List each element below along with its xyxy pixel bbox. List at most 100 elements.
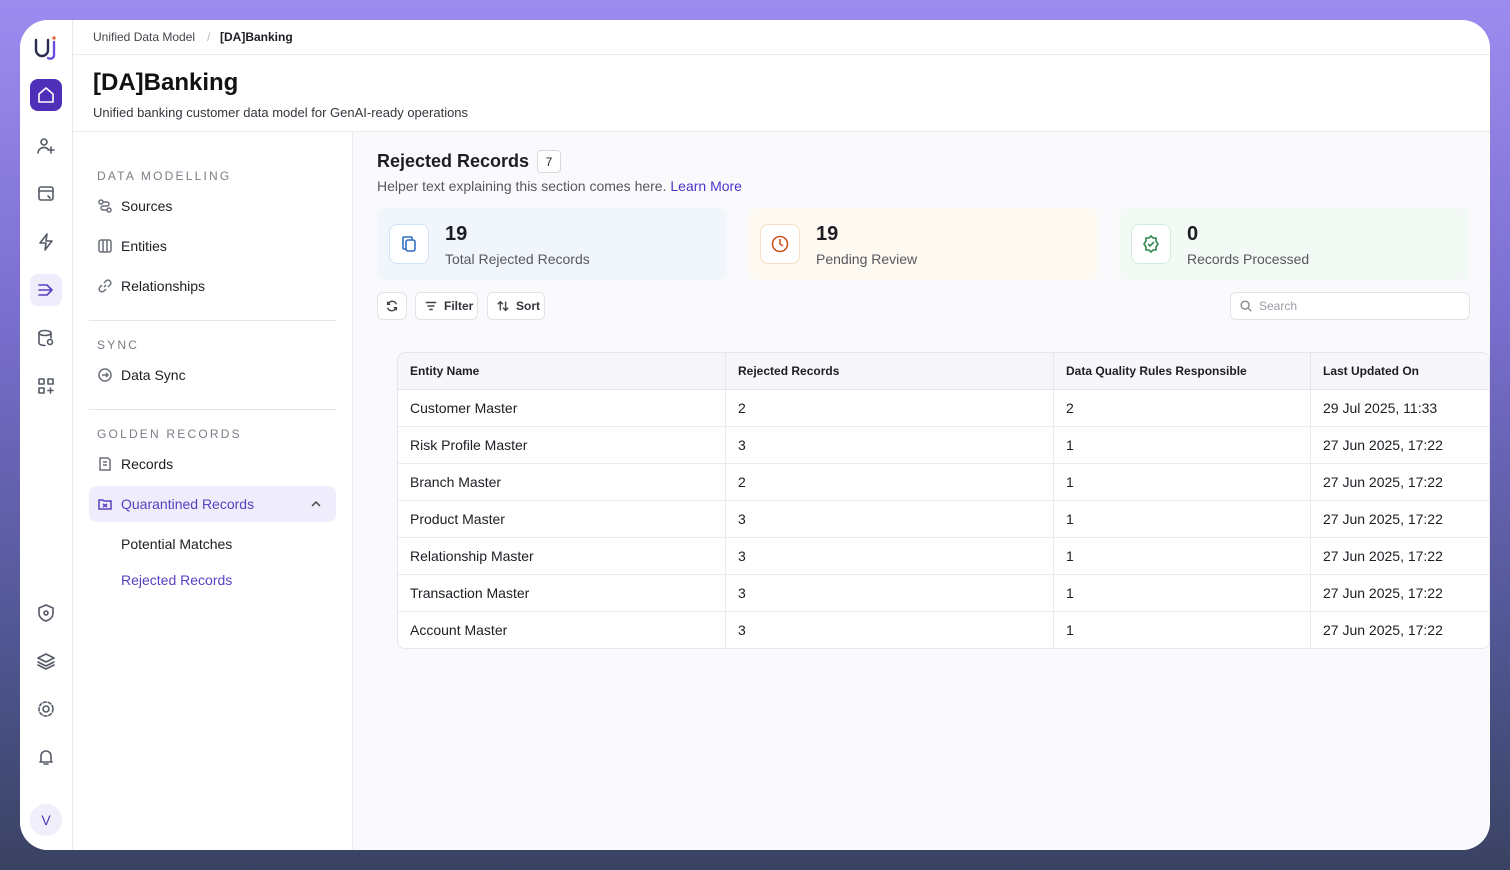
nav-label: Rejected Records bbox=[121, 572, 233, 588]
table-cell: 3 bbox=[726, 538, 1054, 575]
page-header: [DA]Banking Unified banking customer dat… bbox=[73, 55, 1490, 132]
nav-label: Sources bbox=[121, 198, 173, 214]
table-cell: 27 Jun 2025, 17:22 bbox=[1311, 575, 1489, 612]
nav-label: Records bbox=[121, 456, 174, 472]
side-nav: DATA MODELLING Sources Entities Relation… bbox=[73, 132, 353, 850]
filter-label: Filter bbox=[444, 299, 474, 313]
table-cell: 27 Jun 2025, 17:22 bbox=[1311, 427, 1489, 464]
table-row[interactable]: Relationship Master 3 1 27 Jun 2025, 17:22 bbox=[398, 538, 1489, 575]
breadcrumb-item[interactable]: Unified Data Model bbox=[93, 30, 196, 44]
security-icon[interactable] bbox=[30, 597, 62, 629]
data-icon[interactable] bbox=[30, 178, 62, 210]
table-cell: 1 bbox=[1054, 427, 1311, 464]
settings-icon[interactable] bbox=[30, 693, 62, 725]
nav-label: Relationships bbox=[121, 278, 206, 294]
stat-label: Pending Review bbox=[816, 251, 918, 267]
nav-sub-item[interactable]: Potential Matches bbox=[121, 527, 336, 561]
helper-text: Helper text explaining this section come… bbox=[377, 178, 667, 194]
nav-item[interactable]: Records bbox=[89, 447, 336, 481]
helper-text-row: Helper text explaining this section come… bbox=[377, 178, 742, 194]
section-title: Rejected Records bbox=[377, 151, 530, 171]
users-icon[interactable] bbox=[30, 130, 62, 162]
divider bbox=[89, 320, 336, 321]
table-cell: Branch Master bbox=[398, 464, 726, 501]
breadcrumb-separator: / bbox=[207, 30, 211, 44]
logo bbox=[34, 36, 56, 60]
column-header[interactable]: Rejected Records bbox=[726, 353, 1054, 390]
icon-rail: V bbox=[20, 20, 73, 850]
ai-icon[interactable] bbox=[30, 226, 62, 258]
app-window: V Unified Data Model / [DA]Banking [DA]B… bbox=[20, 20, 1490, 850]
nav-label: Potential Matches bbox=[121, 536, 233, 552]
avatar[interactable]: V bbox=[30, 804, 62, 836]
notifications-icon[interactable] bbox=[30, 741, 62, 773]
table-cell: 1 bbox=[1054, 538, 1311, 575]
table-row[interactable]: Product Master 3 1 27 Jun 2025, 17:22 bbox=[398, 501, 1489, 538]
stat-label: Records Processed bbox=[1187, 251, 1310, 267]
nav-item[interactable]: Entities bbox=[89, 229, 336, 263]
refresh-button[interactable] bbox=[377, 292, 407, 320]
home-button[interactable] bbox=[30, 79, 62, 111]
table-cell: 2 bbox=[726, 390, 1054, 427]
count-badge: 7 bbox=[537, 150, 561, 173]
table-cell: 3 bbox=[726, 612, 1054, 648]
stat-card: 19 Pending Review bbox=[748, 208, 1098, 280]
nav-item[interactable]: Sources bbox=[89, 189, 336, 223]
nav-section-title: DATA MODELLING bbox=[97, 169, 232, 183]
table-row[interactable]: Transaction Master 3 1 27 Jun 2025, 17:22 bbox=[398, 575, 1489, 612]
stat-icon bbox=[1131, 224, 1171, 264]
table-cell: 27 Jun 2025, 17:22 bbox=[1311, 538, 1489, 575]
nav-item[interactable]: Relationships bbox=[89, 269, 336, 303]
search-input[interactable]: Search bbox=[1230, 292, 1470, 320]
table-row[interactable]: Branch Master 2 1 27 Jun 2025, 17:22 bbox=[398, 464, 1489, 501]
nav-label: Quarantined Records bbox=[121, 496, 255, 512]
page-subtitle: Unified banking customer data model for … bbox=[93, 105, 469, 120]
stat-card: 19 Total Rejected Records bbox=[377, 208, 727, 280]
table-cell: Customer Master bbox=[398, 390, 726, 427]
table-cell: Product Master bbox=[398, 501, 726, 538]
stat-icon bbox=[389, 224, 429, 264]
nav-section-title: GOLDEN RECORDS bbox=[97, 427, 242, 441]
table-header-row: Entity Name Rejected Records Data Qualit… bbox=[398, 353, 1489, 390]
nav-item-active[interactable]: Quarantined Records bbox=[89, 486, 336, 522]
modelling-icon[interactable] bbox=[30, 274, 62, 306]
table-cell: Transaction Master bbox=[398, 575, 726, 612]
table-cell: 2 bbox=[726, 464, 1054, 501]
learn-more-link[interactable]: Learn More bbox=[670, 178, 742, 194]
table-row[interactable]: Customer Master 2 2 29 Jul 2025, 11:33 bbox=[398, 390, 1489, 427]
table-cell: 29 Jul 2025, 11:33 bbox=[1311, 390, 1489, 427]
data-table: Entity Name Rejected Records Data Qualit… bbox=[397, 352, 1490, 649]
apps-icon[interactable] bbox=[30, 370, 62, 402]
table-cell: 1 bbox=[1054, 575, 1311, 612]
breadcrumb-current: [DA]Banking bbox=[220, 30, 293, 44]
nav-sub-item-active[interactable]: Rejected Records bbox=[121, 563, 336, 597]
table-cell: 2 bbox=[1054, 390, 1311, 427]
nav-label: Entities bbox=[121, 238, 167, 254]
table-cell: 1 bbox=[1054, 612, 1311, 648]
stat-value: 0 bbox=[1187, 223, 1199, 245]
table-cell: 3 bbox=[726, 501, 1054, 538]
column-header[interactable]: Data Quality Rules Responsible bbox=[1054, 353, 1311, 390]
table-cell: 27 Jun 2025, 17:22 bbox=[1323, 622, 1443, 638]
breadcrumb: Unified Data Model / [DA]Banking bbox=[73, 20, 1490, 55]
stat-label: Total Rejected Records bbox=[445, 251, 590, 267]
table-row[interactable]: Account Master 3 1 27 Jun 2025, 17:22 bbox=[398, 612, 1489, 648]
sort-button[interactable]: Sort bbox=[487, 292, 545, 320]
table-cell: 27 Jun 2025, 17:22 bbox=[1311, 464, 1489, 501]
filter-button[interactable]: Filter bbox=[415, 292, 478, 320]
table-cell: Relationship Master bbox=[398, 538, 726, 575]
column-header[interactable]: Last Updated On bbox=[1311, 353, 1489, 390]
database-icon[interactable] bbox=[30, 322, 62, 354]
nav-section-title: SYNC bbox=[97, 338, 140, 352]
layers-icon[interactable] bbox=[30, 645, 62, 677]
table-cell: 1 bbox=[1054, 501, 1311, 538]
nav-item[interactable]: Data Sync bbox=[89, 358, 336, 392]
table-row[interactable]: Risk Profile Master 3 1 27 Jun 2025, 17:22 bbox=[398, 427, 1489, 464]
stat-icon bbox=[760, 224, 800, 264]
stat-value: 19 bbox=[816, 223, 839, 245]
table-cell: 27 Jun 2025, 17:22 bbox=[1311, 501, 1489, 538]
divider bbox=[89, 409, 336, 410]
search-placeholder: Search bbox=[1259, 299, 1298, 313]
column-header[interactable]: Entity Name bbox=[398, 353, 726, 390]
